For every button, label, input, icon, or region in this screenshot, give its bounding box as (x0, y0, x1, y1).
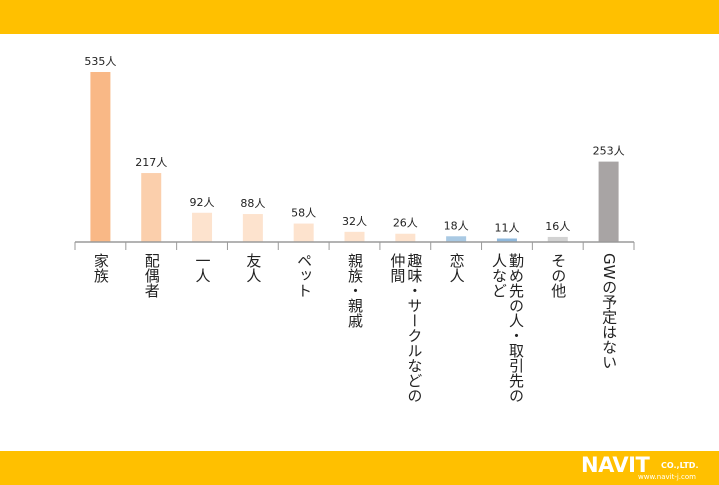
category-label-5: 親族・親戚 (346, 253, 364, 328)
category-label-text: 配偶者 (142, 253, 161, 298)
bar-chart: 535人 217人 92人 88人 58人 32人 26人 18人 11人 16人 253人 家族 配… (74, 55, 635, 403)
category-label-0: 家族 (91, 253, 110, 283)
value-label-0: 535人 (84, 55, 116, 68)
bar-3 (242, 214, 263, 242)
category-label-text: 趣味・サークルなどの 仲間 (388, 253, 424, 403)
value-label-5: 32人 (342, 215, 367, 228)
category-label-text: GWの予定はない (600, 253, 619, 370)
value-label-10: 253人 (593, 145, 625, 158)
value-label-8: 11人 (494, 222, 519, 235)
category-label-1: 配偶者 (142, 253, 161, 298)
value-labels-group: 535人 217人 92人 88人 58人 32人 26人 18人 11人 16人 253人 (84, 55, 624, 235)
logo-url: www.navit-j.com (638, 473, 696, 481)
value-label-7: 18人 (444, 219, 469, 232)
top-band (0, 0, 719, 34)
bar-8 (496, 238, 517, 242)
category-label-text: 友人 (244, 253, 263, 283)
bar-5 (344, 231, 365, 242)
bar-9 (547, 236, 568, 242)
category-label-text: 勤め先の人・取引先の 人など (489, 253, 525, 403)
category-label-text: 一人 (193, 253, 212, 283)
bar-6 (395, 233, 416, 242)
category-label-text: 親族・親戚 (346, 253, 364, 328)
value-label-3: 88人 (240, 197, 265, 210)
bar-4 (293, 223, 314, 242)
navit-logo: NAVIT CO.,LTD. www.navit-j.com (581, 454, 711, 482)
category-label-7: 恋人 (447, 253, 466, 283)
category-label-text: ペット (295, 253, 314, 298)
bar-2 (192, 212, 213, 242)
bar-1 (141, 173, 162, 242)
category-label-10: GWの予定はない (600, 253, 619, 370)
value-label-9: 16人 (545, 220, 570, 233)
bar-0 (90, 72, 111, 242)
category-label-4: ペット (295, 253, 314, 298)
bottom-band (0, 451, 719, 485)
logo-text: NAVIT (581, 453, 650, 477)
bars-group (90, 72, 619, 242)
value-label-4: 58人 (291, 207, 316, 220)
value-label-6: 26人 (393, 217, 418, 230)
category-label-text: その他 (549, 253, 568, 298)
category-label-text: 恋人 (447, 253, 466, 283)
category-label-3: 友人 (244, 253, 263, 283)
category-separators (74, 242, 635, 250)
logo-suffix: CO.,LTD. (661, 461, 699, 470)
value-label-1: 217人 (135, 156, 167, 169)
value-label-2: 92人 (190, 196, 215, 209)
category-label-2: 一人 (193, 253, 212, 283)
bar-7 (446, 236, 467, 242)
bar-10 (598, 161, 619, 242)
category-label-9: その他 (549, 253, 568, 298)
category-label-text: 家族 (91, 253, 110, 283)
